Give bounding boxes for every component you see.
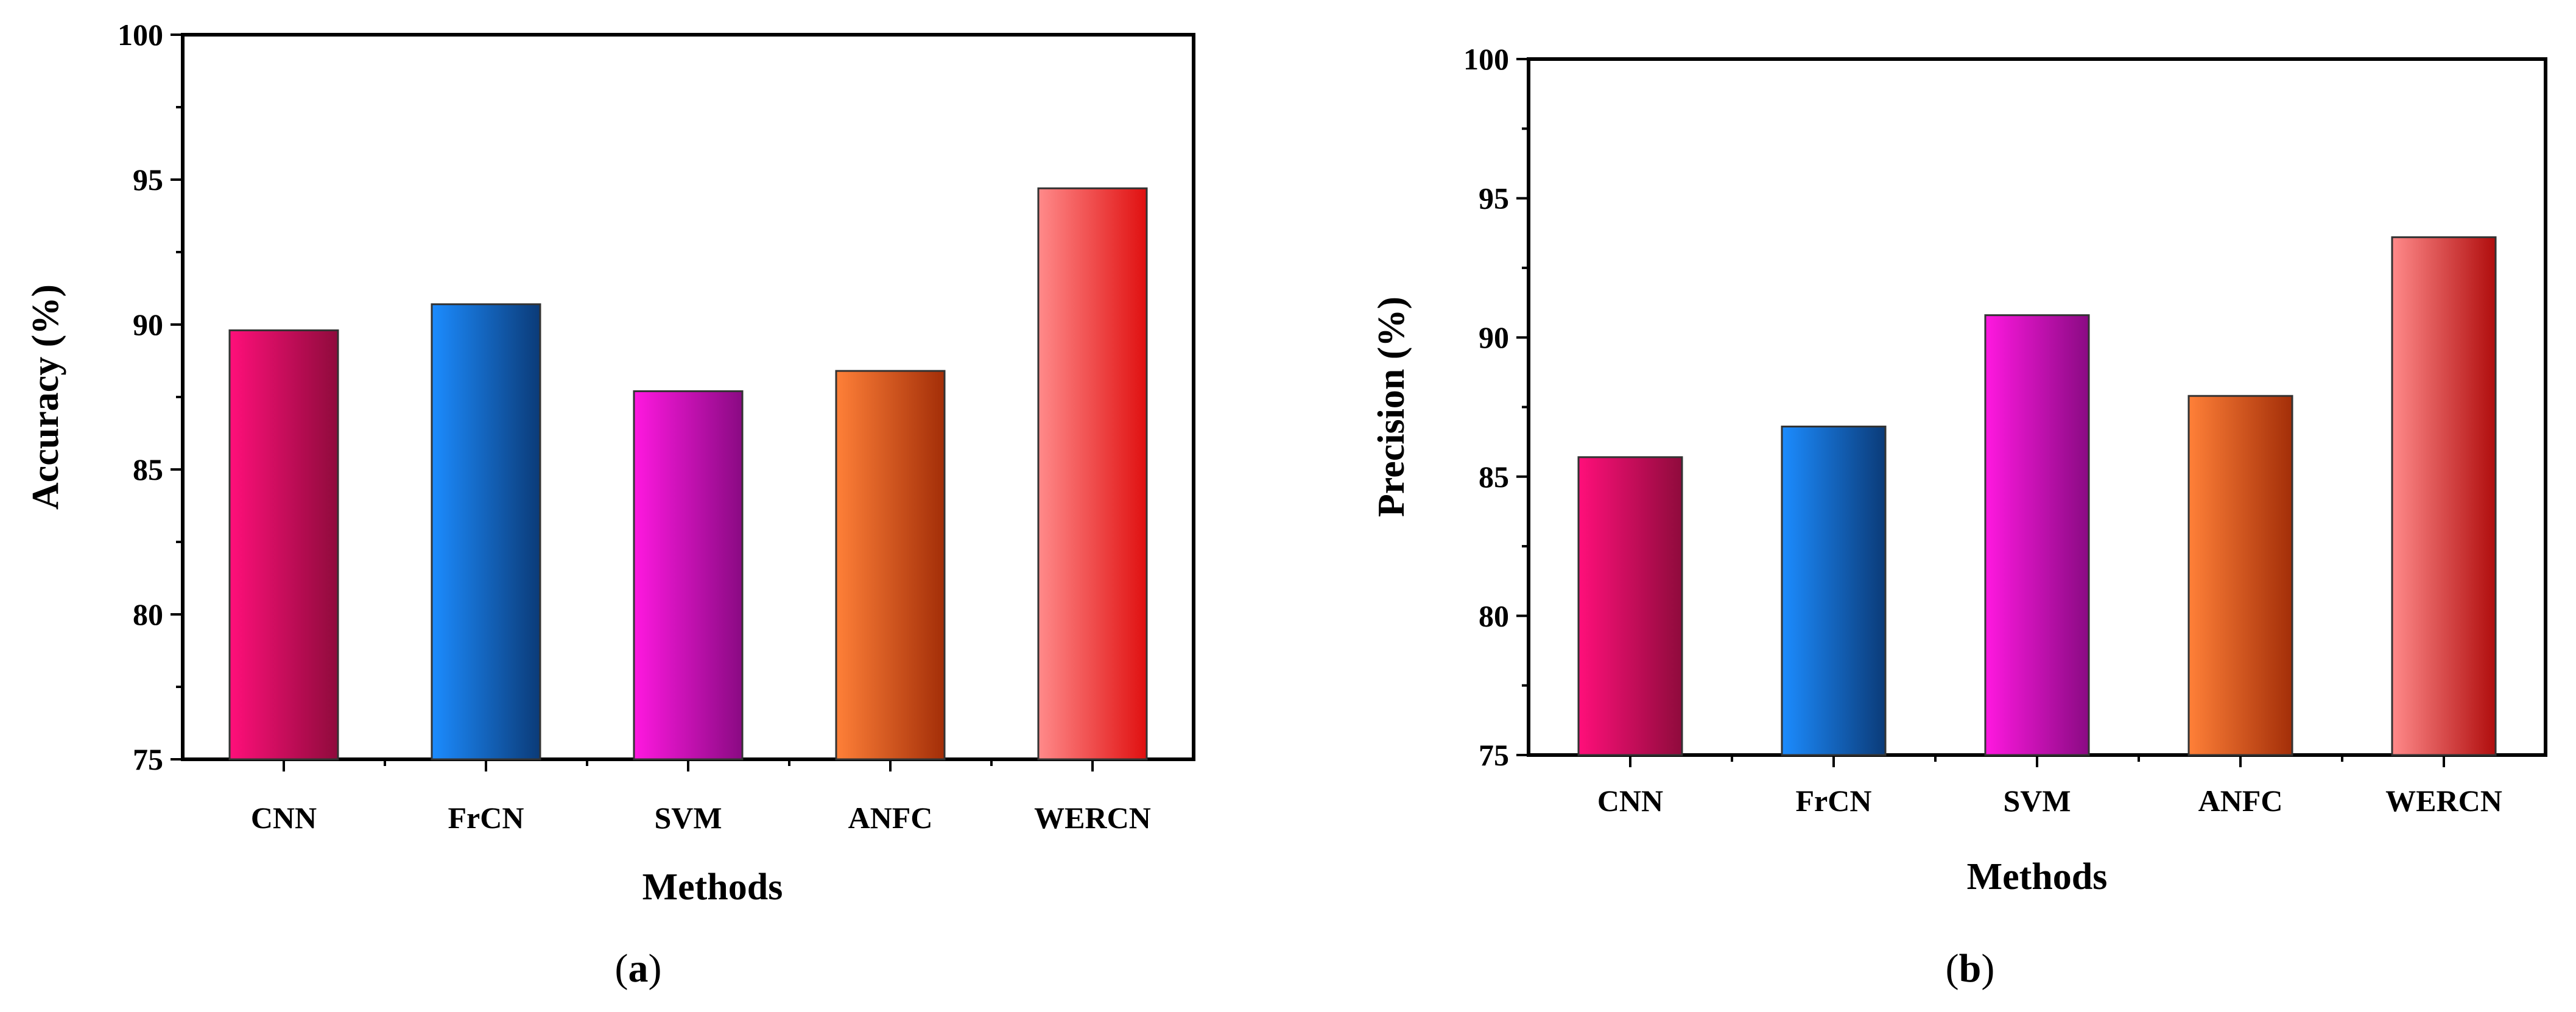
bar-wercn: [1037, 187, 1148, 761]
x-tick-label: WERCN: [1034, 801, 1151, 835]
y-tick-label: 95: [1479, 181, 1509, 216]
x-tick-label: FrCN: [1796, 784, 1872, 818]
x-axis-title: Methods: [642, 866, 783, 908]
precision-chart: 75 80 85 90 95 100 CNN FrCN SVM ANFC WERCN Precis…: [1371, 42, 2547, 991]
y-tick-label: 80: [133, 597, 163, 631]
bar-anfc: [2187, 395, 2293, 756]
y-tick-label: 100: [118, 18, 163, 52]
panel-letter: b: [1959, 946, 1982, 991]
bar-frcn: [431, 303, 541, 761]
bar-cnn: [228, 329, 339, 761]
bar-cnn: [1577, 456, 1683, 756]
y-tick-label: 90: [1479, 320, 1509, 354]
y-tick-label: 80: [1479, 599, 1509, 633]
y-tick-label: 90: [133, 307, 163, 342]
y-tick-label: 75: [1479, 738, 1509, 772]
panel-label: (a): [615, 946, 662, 991]
bar-svm: [633, 390, 744, 761]
x-tick-label: WERCN: [2385, 784, 2502, 818]
y-axis-title: Accuracy (%): [25, 284, 66, 510]
bar-anfc: [835, 370, 946, 761]
y-axis-title: Precision (%): [1371, 297, 1412, 517]
y-tick-label: 95: [133, 163, 163, 197]
x-axis-title: Methods: [1967, 856, 2108, 898]
y-tick-label: 85: [133, 452, 163, 487]
x-tick-label: CNN: [251, 801, 317, 835]
bar-frcn: [1781, 426, 1887, 756]
x-tick-label: SVM: [654, 801, 722, 835]
x-tick-label: SVM: [2003, 784, 2071, 818]
y-tick-label: 100: [1463, 42, 1509, 76]
y-axis: 75 80 85 90 95 100: [118, 18, 183, 776]
bar-series: [1577, 236, 2497, 756]
panel-label: (b): [1946, 946, 1995, 991]
y-tick-label: 85: [1479, 460, 1509, 494]
x-tick-label: CNN: [1597, 784, 1663, 818]
x-tick-label: ANFC: [2198, 784, 2283, 818]
x-tick-label: FrCN: [448, 801, 524, 835]
bar-series: [228, 187, 1148, 761]
x-axis: CNN FrCN SVM ANFC WERCN: [251, 759, 1151, 835]
bar-svm: [1984, 314, 2090, 756]
bar-wercn: [2391, 236, 2497, 756]
y-tick-label: 75: [133, 742, 163, 776]
panel-letter: a: [628, 946, 649, 991]
accuracy-chart: 75 80 85 90 95 100 CNN FrCN SVM ANFC WERCN Accura…: [25, 18, 1195, 991]
x-axis: CNN FrCN SVM ANFC WERCN: [1597, 755, 2502, 818]
y-axis: 75 80 85 90 95 100: [1463, 42, 1529, 772]
x-tick-label: ANFC: [848, 801, 933, 835]
